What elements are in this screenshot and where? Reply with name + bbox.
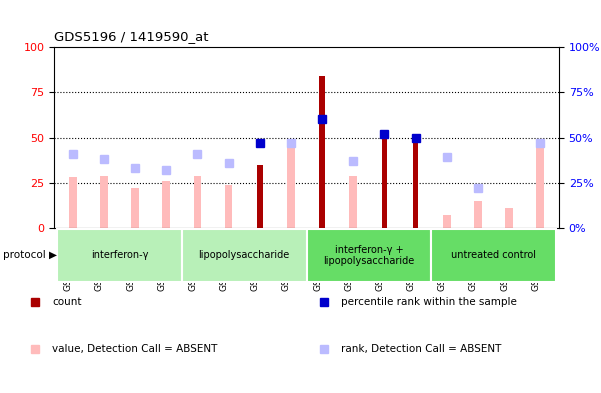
Bar bbox=[162, 181, 170, 228]
Text: interferon-γ +
lipopolysaccharide: interferon-γ + lipopolysaccharide bbox=[323, 245, 415, 266]
Bar bbox=[536, 145, 544, 228]
Bar bbox=[287, 147, 295, 228]
Bar bbox=[225, 185, 233, 228]
Text: rank, Detection Call = ABSENT: rank, Detection Call = ABSENT bbox=[341, 344, 501, 354]
Text: protocol ▶: protocol ▶ bbox=[3, 250, 57, 261]
Bar bbox=[443, 215, 451, 228]
Bar bbox=[382, 130, 387, 228]
Bar bbox=[257, 165, 263, 228]
Bar bbox=[194, 176, 201, 228]
Text: count: count bbox=[52, 297, 82, 307]
Text: percentile rank within the sample: percentile rank within the sample bbox=[341, 297, 517, 307]
Bar bbox=[319, 76, 325, 228]
Bar bbox=[349, 176, 357, 228]
Text: lipopolysaccharide: lipopolysaccharide bbox=[198, 250, 290, 261]
Text: value, Detection Call = ABSENT: value, Detection Call = ABSENT bbox=[52, 344, 218, 354]
Bar bbox=[413, 136, 418, 228]
Bar bbox=[307, 229, 431, 282]
Text: untreated control: untreated control bbox=[451, 250, 536, 261]
Bar bbox=[431, 229, 556, 282]
Bar bbox=[131, 188, 139, 228]
Bar bbox=[57, 229, 182, 282]
Text: GDS5196 / 1419590_at: GDS5196 / 1419590_at bbox=[54, 30, 209, 43]
Bar bbox=[100, 176, 108, 228]
Bar bbox=[182, 229, 307, 282]
Bar bbox=[474, 201, 482, 228]
Bar bbox=[69, 177, 77, 228]
Bar bbox=[505, 208, 513, 228]
Text: interferon-γ: interferon-γ bbox=[91, 250, 148, 261]
